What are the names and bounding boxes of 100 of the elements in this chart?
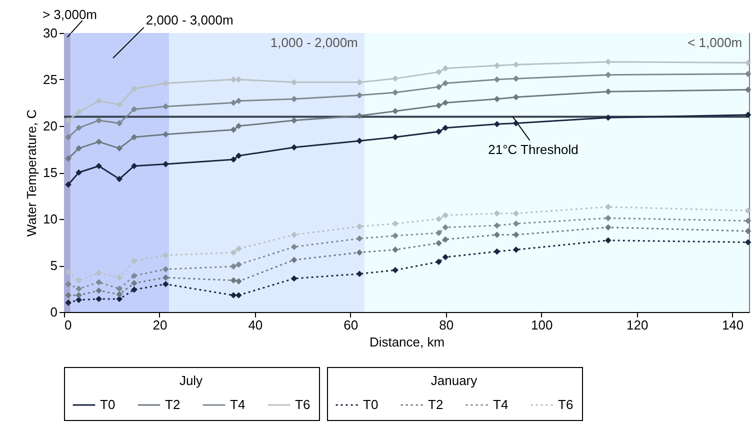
point bbox=[442, 236, 449, 243]
x-tick-label: 0 bbox=[64, 318, 72, 332]
x-axis-title: Distance, km bbox=[369, 334, 445, 350]
point bbox=[116, 101, 123, 108]
band-label: > 3,000m bbox=[42, 6, 98, 22]
point bbox=[76, 277, 82, 284]
point bbox=[442, 212, 449, 218]
point bbox=[236, 246, 242, 252]
point bbox=[392, 134, 398, 140]
legend-label: T6 bbox=[295, 397, 310, 412]
point bbox=[290, 232, 298, 238]
legend-label: T6 bbox=[558, 397, 574, 412]
point bbox=[605, 114, 612, 121]
legend-label: T4 bbox=[493, 397, 508, 412]
point bbox=[96, 270, 102, 276]
ref-line-label: 21°C Threshold bbox=[488, 142, 578, 158]
point bbox=[744, 86, 752, 93]
point bbox=[744, 70, 752, 78]
point bbox=[744, 112, 752, 118]
point bbox=[512, 210, 520, 217]
point bbox=[116, 274, 123, 281]
point bbox=[230, 76, 237, 83]
x-tick-label: 140 bbox=[722, 318, 744, 332]
y-tick-label: 25 bbox=[43, 72, 58, 87]
point bbox=[356, 249, 363, 256]
point bbox=[494, 232, 500, 238]
point bbox=[162, 280, 169, 288]
point bbox=[744, 239, 752, 246]
point bbox=[290, 79, 298, 86]
point bbox=[96, 279, 102, 286]
point bbox=[290, 96, 298, 102]
point bbox=[494, 222, 500, 229]
point bbox=[230, 263, 237, 270]
point bbox=[131, 134, 138, 140]
point bbox=[442, 254, 449, 260]
point bbox=[605, 204, 612, 210]
point bbox=[236, 76, 242, 83]
point bbox=[162, 274, 169, 281]
point bbox=[512, 120, 520, 126]
point bbox=[290, 117, 298, 124]
point bbox=[230, 100, 237, 106]
point bbox=[605, 214, 612, 222]
point bbox=[131, 86, 138, 92]
point bbox=[356, 92, 363, 98]
point bbox=[116, 120, 123, 126]
point bbox=[76, 145, 82, 152]
point bbox=[162, 131, 169, 138]
point bbox=[230, 126, 237, 133]
point bbox=[436, 128, 442, 135]
point bbox=[442, 80, 449, 86]
point bbox=[436, 102, 442, 109]
point bbox=[494, 76, 500, 83]
point bbox=[744, 218, 752, 224]
text: July bbox=[179, 373, 203, 388]
point bbox=[356, 112, 363, 119]
point bbox=[494, 62, 500, 69]
point bbox=[605, 72, 612, 78]
point bbox=[236, 261, 242, 268]
point bbox=[392, 75, 398, 82]
point bbox=[65, 280, 72, 288]
text: January bbox=[430, 373, 478, 388]
point bbox=[512, 232, 520, 238]
point bbox=[392, 108, 398, 114]
point bbox=[116, 176, 123, 182]
point bbox=[131, 280, 138, 286]
point bbox=[116, 296, 123, 302]
point bbox=[290, 256, 298, 264]
point bbox=[131, 272, 138, 279]
point bbox=[236, 278, 242, 284]
point bbox=[436, 240, 442, 246]
point bbox=[512, 246, 520, 253]
point bbox=[162, 252, 169, 258]
band-label: 2,000 - 3,000m bbox=[146, 12, 234, 28]
point bbox=[96, 117, 102, 124]
x-tick-label: 120 bbox=[626, 318, 648, 332]
point bbox=[392, 266, 398, 274]
point bbox=[356, 235, 363, 242]
point bbox=[605, 224, 612, 231]
point bbox=[116, 291, 123, 298]
legend-label: T4 bbox=[230, 397, 246, 412]
point bbox=[76, 169, 82, 176]
band-label: 1,000 - 2,000m bbox=[270, 34, 358, 50]
point bbox=[512, 75, 520, 82]
point bbox=[65, 300, 72, 306]
point bbox=[442, 124, 449, 132]
point bbox=[236, 122, 242, 130]
point bbox=[131, 258, 138, 264]
y-tick-label: 15 bbox=[43, 165, 58, 180]
point bbox=[436, 216, 442, 222]
point bbox=[356, 79, 363, 86]
band-label: < 1,000m bbox=[688, 34, 742, 50]
point bbox=[605, 58, 612, 65]
point bbox=[65, 155, 72, 162]
point bbox=[230, 277, 237, 284]
point bbox=[512, 94, 520, 100]
legend-label: T0 bbox=[363, 397, 378, 412]
point bbox=[96, 138, 102, 145]
point bbox=[356, 223, 363, 230]
point bbox=[230, 156, 237, 163]
y-tick-label: 10 bbox=[43, 212, 58, 226]
